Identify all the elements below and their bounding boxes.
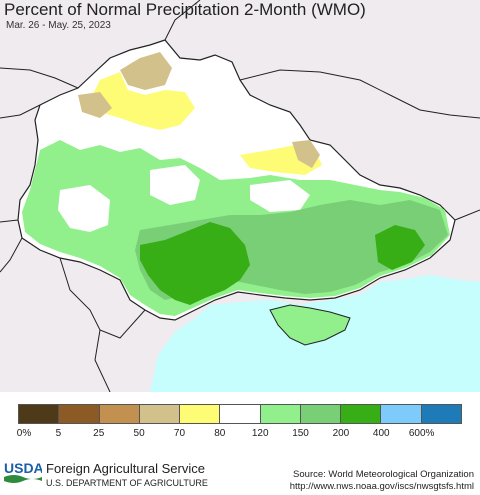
- legend-tick-label: 400: [372, 428, 390, 439]
- neighbor-borders: [0, 0, 480, 392]
- legend-swatch: [139, 405, 181, 423]
- precip-zone-70-80-north: [92, 72, 195, 130]
- legend-swatch: [19, 405, 60, 423]
- legend-tick-label: 50: [133, 428, 145, 439]
- legend-tick-label: 80: [214, 428, 226, 439]
- legend-swatch: [421, 405, 461, 423]
- usda-logo-text: USDA: [4, 460, 42, 476]
- date-range: Mar. 26 - May. 25, 2023: [6, 20, 111, 31]
- precipitation-map: [0, 0, 480, 392]
- org-department: U.S. DEPARTMENT OF AGRICULTURE: [46, 478, 208, 488]
- legend-swatch: [381, 405, 422, 423]
- precip-zone-200-400-east: [375, 225, 425, 270]
- legend-tick-label: 5: [55, 428, 62, 439]
- legend-tick-label: 200: [332, 428, 350, 439]
- legend-tick-label: 120: [251, 428, 269, 439]
- precip-zone-80-120-east: [250, 180, 310, 212]
- legend-color-bar: [18, 404, 462, 424]
- legend-swatch: [180, 405, 221, 423]
- legend: 0% 5 25 50 70 80 120 150 200 400 600%: [0, 400, 480, 440]
- source-line: Source: World Meteorological Organizatio…: [293, 469, 474, 480]
- legend-swatch: [341, 405, 382, 423]
- map-title: Percent of Normal Precipitation 2-Month …: [4, 0, 366, 19]
- legend-tick-label: 70: [173, 428, 186, 439]
- precip-zone-200-400-south: [140, 222, 250, 305]
- legend-swatch: [220, 405, 261, 423]
- legend-swatch: [59, 405, 100, 423]
- legend-tick-label: 0%: [16, 428, 32, 439]
- org-name: Foreign Agricultural Service: [46, 461, 205, 476]
- crimea-peninsula: [269, 304, 351, 346]
- legend-swatch: [260, 405, 301, 423]
- source-url[interactable]: http://www.nws.noaa.gov/iscs/nwsgtsfs.ht…: [289, 481, 474, 492]
- legend-tick-label: 600%: [408, 428, 435, 439]
- legend-swatch: [300, 405, 342, 423]
- precip-zone-50-70-north: [120, 52, 172, 90]
- precip-zone-50-70-northeast: [292, 140, 320, 168]
- footer: USDA Foreign Agricultural Service U.S. D…: [0, 455, 480, 495]
- usda-logo: USDA: [4, 460, 42, 483]
- precip-zone-50-70-west: [78, 92, 112, 118]
- precip-zone-80-120-west: [58, 185, 110, 232]
- precip-zone-80-120-center: [150, 165, 200, 205]
- legend-tick-label: 25: [93, 428, 105, 439]
- legend-swatch: [99, 405, 140, 423]
- legend-tick-label: 150: [292, 428, 309, 439]
